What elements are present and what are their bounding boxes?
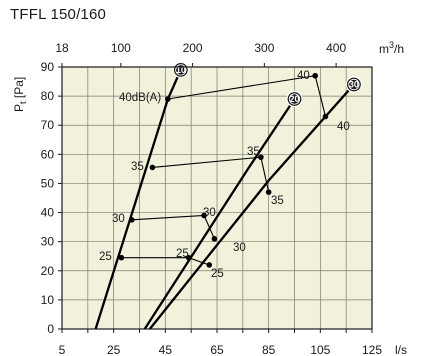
x-top-unit-base: m [379,42,389,56]
sound-point-25 [118,254,125,261]
annotation-35-right: 35 [271,195,284,207]
series-marker-ring-10 [175,64,187,76]
y-tick-label: 40 [41,206,55,220]
x-top-unit-exp: 3 [389,40,394,50]
y-axis-label: Pt [Pa] [12,77,28,112]
x-bottom-tick-label: 85 [262,343,276,356]
x-bottom-tick-label: 45 [159,343,173,356]
annotation-30-right: 30 [233,242,246,254]
x-top-tick-label: 400 [326,41,346,55]
x-bottom-unit: l/s [395,343,407,356]
x-top-tick-label: 200 [183,41,203,55]
sound-point-35 [149,164,156,171]
y-tick-label: 80 [41,89,55,103]
x-bottom-tick-label: 5 [59,343,66,356]
series-marker-label-30: 30 [349,80,359,90]
x-top-tick-label: 18 [55,41,69,55]
x-top-tick-label: 300 [254,41,274,55]
sound-point-35 [258,154,264,161]
x-top-tick-label: 100 [111,41,131,55]
sound-point-25 [185,254,192,261]
y-tick-label: 10 [41,293,55,307]
y-axis-label-sub: t [18,101,28,104]
x-bottom-tick-label: 105 [310,343,330,356]
x-top-unit: m3/h [379,40,404,56]
sound-point-35 [265,189,272,195]
sound-point-40 [322,113,329,120]
annotation-40-top: 40 [297,70,310,82]
x-bottom-tick-label: 65 [210,343,224,356]
annotation-30-left: 30 [112,213,125,225]
plot-frame [61,66,373,330]
series-marker-label-20: 20 [289,94,299,104]
y-tick-labels: 0 10 20 30 40 50 60 70 80 90 [41,60,55,336]
series-markers: 10 20 30 [172,61,363,108]
sound-level-lines [118,72,329,268]
y-axis-label-tail: [Pa] [12,77,26,102]
x-bottom-tick-labels: 5 25 45 65 85 105 125 [59,343,383,356]
annotation-30-mid: 30 [203,207,216,219]
sound-point-30 [211,235,218,242]
series-marker-ring-30 [348,78,360,91]
y-tick-label: 90 [41,60,55,74]
annotation-25-mid: 25 [176,248,189,260]
chart-title: TFFL 150/160 [10,6,107,23]
y-tick-label: 0 [47,322,54,336]
annotation-35-left: 35 [131,161,144,173]
sound-point-40 [165,96,171,102]
x-top-tick-labels: 18 100 200 300 400 [55,41,346,67]
y-tick-label: 30 [41,235,55,249]
y-tick-label: 50 [41,176,55,190]
series-marker-ring-20 [288,93,301,105]
grid [58,66,373,333]
annotation-25-right: 25 [211,268,224,280]
y-tick-label: 20 [41,264,55,278]
annotation-25-left: 25 [99,251,112,263]
annotation-40dba: 40dB(A) [119,92,161,104]
sound-point-40 [312,72,318,79]
x-bottom-tick-label: 125 [362,343,382,356]
x-bottom-tick-label: 25 [107,343,121,356]
y-axis-label-main: P [12,104,26,112]
annotation-40-right: 40 [337,121,350,133]
annotation-35-mid: 35 [247,146,260,158]
series-marker-label-10: 10 [176,65,186,75]
sound-point-25 [206,262,213,268]
sound-point-30 [201,212,207,219]
x-top-unit-tail: /h [394,42,404,56]
sound-point-30 [128,217,135,223]
y-tick-label: 60 [41,147,55,161]
series-line-20 [143,98,296,330]
y-tick-label: 70 [41,118,55,132]
